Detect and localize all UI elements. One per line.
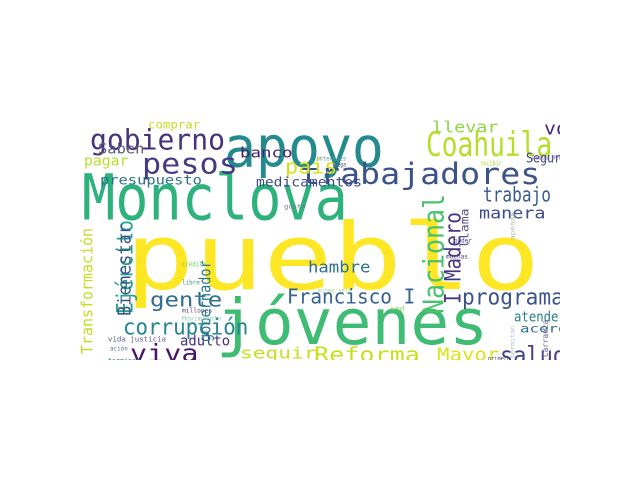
- word-trabajadores: trabajadores: [300, 157, 541, 192]
- word-venustiano-carranza: Venustiano Carranza: [541, 320, 551, 360]
- word-pesos-mensuales: pesos mensuales: [532, 153, 560, 161]
- word-programa: programa: [462, 284, 560, 310]
- word-gobierno: gobierno: [90, 123, 226, 157]
- word-millones: millones: [182, 307, 213, 314]
- word-credito: crédito: [182, 260, 206, 268]
- word-medicamentos: medicamentos: [256, 174, 362, 190]
- word-sed: sed: [390, 305, 405, 312]
- word-gusto: gusto: [284, 203, 306, 210]
- word-intereses: intereses: [316, 155, 347, 162]
- word-apoyo: apoyo: [224, 120, 384, 181]
- word-movimiento: Movimiento: [182, 315, 222, 322]
- word-presupuesto: presupuesto: [100, 172, 202, 188]
- word-pagar: pagar: [84, 152, 129, 169]
- word-banco: banco: [240, 144, 293, 161]
- word-libre: libre: [182, 279, 200, 286]
- word-viva: viva: [130, 339, 199, 360]
- word-terminan: terminan: [108, 358, 140, 360]
- word-permitan: permitan: [509, 325, 516, 358]
- word-primero: primero: [488, 355, 511, 360]
- word-corrupcion: corrupción: [123, 314, 249, 340]
- word-pesos: pesos: [142, 147, 238, 181]
- word-salud: salud: [500, 341, 560, 360]
- word-hambre: hambre: [308, 258, 371, 277]
- word-bienestar: Bienestar: [114, 223, 135, 316]
- word-transformacion: Transformación: [80, 227, 97, 354]
- word-saben: Saben: [98, 140, 145, 157]
- word-voto: voto: [544, 120, 560, 139]
- word-vida-justicia: vida justicia: [108, 335, 166, 343]
- word-francisco-i: Francisco I: [287, 286, 416, 309]
- word-manera: manera: [479, 204, 546, 223]
- word-poder: poder: [454, 237, 472, 244]
- word-acero: acero: [520, 322, 560, 336]
- word-pais: país: [285, 156, 338, 179]
- word-reforma: Reforma: [314, 344, 420, 360]
- word-atender: atender: [514, 308, 560, 325]
- word-llega: llega: [332, 161, 346, 168]
- word-adulto: adulto: [180, 332, 231, 349]
- word-recibir: recibir: [480, 159, 502, 167]
- word-jovenes: jóvenes: [216, 285, 489, 360]
- word-gobernador: gobernador: [196, 260, 215, 342]
- word-mismo-seis: mismo seis: [318, 287, 352, 294]
- word-apenas: apenas: [509, 212, 516, 240]
- word-acion: ación: [110, 345, 128, 352]
- word-pueblo: pueblo: [125, 204, 541, 311]
- word-seguir: seguir: [240, 344, 317, 360]
- word-comprar: comprar: [148, 120, 201, 132]
- word-gente: gente: [150, 289, 223, 312]
- word-muchas: muchas: [446, 253, 468, 260]
- word-trabajo: trabajo: [483, 184, 551, 207]
- word-llevar: llevar: [432, 120, 499, 137]
- word-mayor: Mayor: [437, 344, 500, 360]
- word-monclova: Monclova: [82, 161, 348, 236]
- word-coahuila: Coahuila: [426, 125, 553, 165]
- word-cloud: pueblo jóvenes Monclova apoyo trabajador…: [80, 120, 560, 360]
- word-seguro: Seguro: [526, 150, 560, 166]
